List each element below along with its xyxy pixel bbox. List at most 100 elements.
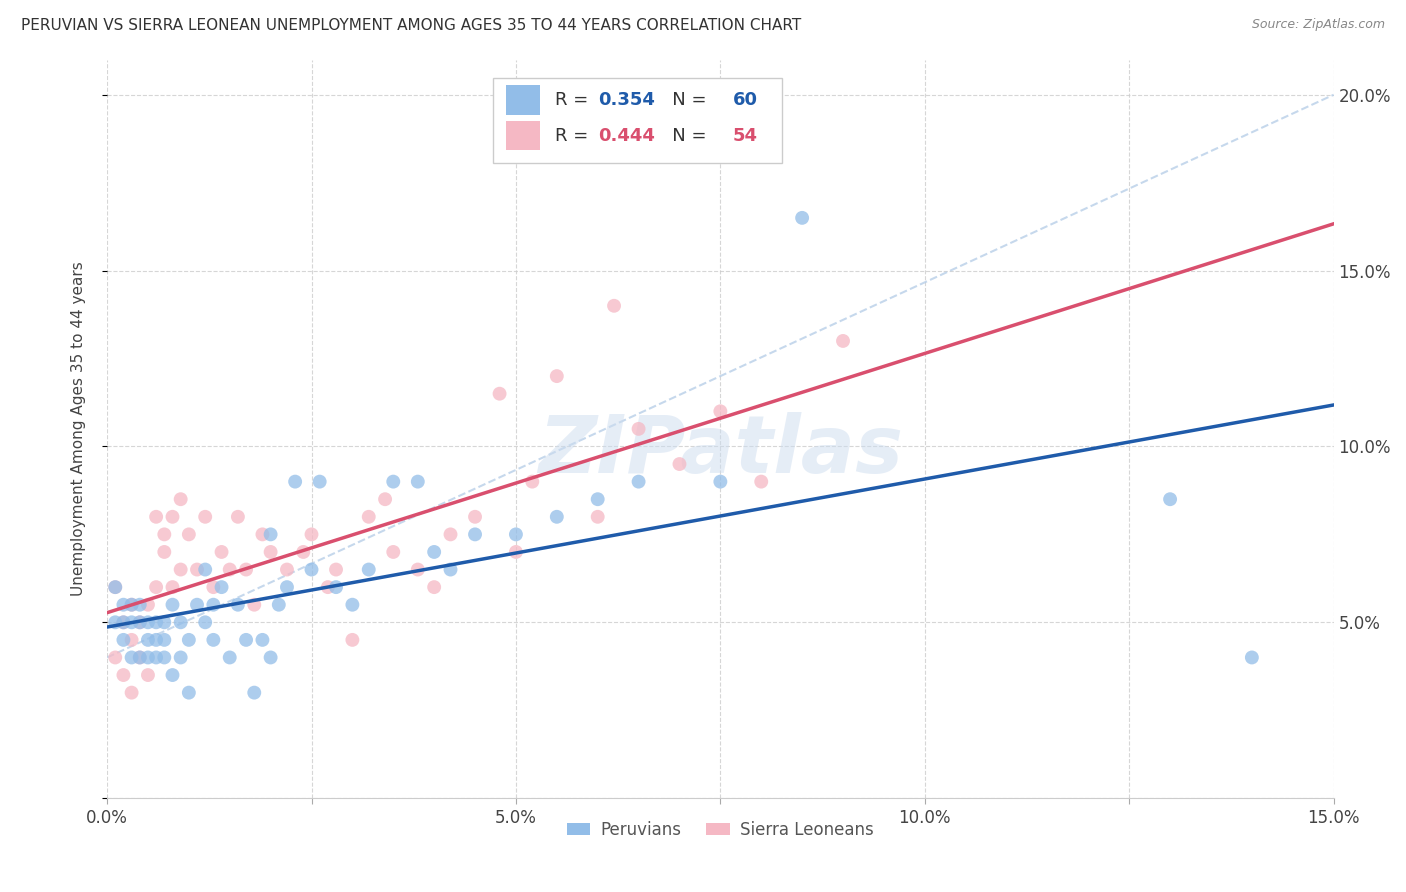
Point	[218, 650, 240, 665]
Point	[382, 545, 405, 559]
Point	[546, 369, 568, 384]
Point	[259, 527, 281, 541]
Point	[153, 650, 176, 665]
Point	[211, 580, 233, 594]
Point	[276, 580, 298, 594]
Point	[162, 580, 184, 594]
Point	[423, 580, 446, 594]
Point	[128, 650, 150, 665]
Point	[226, 598, 249, 612]
Point	[177, 685, 200, 699]
Point	[145, 580, 167, 594]
Point	[749, 475, 772, 489]
Point	[1240, 650, 1263, 665]
Text: 0.444: 0.444	[598, 127, 655, 145]
Text: 54: 54	[733, 127, 758, 145]
Point	[792, 211, 814, 225]
Point	[546, 509, 568, 524]
Point	[709, 475, 731, 489]
Point	[104, 580, 127, 594]
Point	[104, 650, 127, 665]
Point	[121, 685, 143, 699]
FancyBboxPatch shape	[494, 78, 782, 163]
Point	[202, 632, 225, 647]
Point	[211, 545, 233, 559]
Point	[522, 475, 544, 489]
Text: ZIPatlas: ZIPatlas	[538, 412, 903, 490]
Point	[145, 615, 167, 630]
Point	[342, 598, 364, 612]
Point	[202, 580, 225, 594]
Point	[586, 509, 609, 524]
Point	[406, 563, 429, 577]
Point	[301, 563, 323, 577]
Legend: Peruvians, Sierra Leoneans: Peruvians, Sierra Leoneans	[561, 814, 880, 846]
Point	[357, 509, 380, 524]
Text: R =: R =	[555, 91, 593, 109]
Point	[301, 527, 323, 541]
Point	[627, 475, 650, 489]
Point	[252, 527, 274, 541]
Point	[374, 492, 396, 507]
Point	[292, 545, 315, 559]
Point	[488, 386, 510, 401]
Point	[121, 598, 143, 612]
Point	[112, 668, 135, 682]
Point	[668, 457, 690, 471]
Point	[243, 685, 266, 699]
Point	[136, 598, 159, 612]
Point	[259, 650, 281, 665]
Point	[162, 509, 184, 524]
Point	[128, 615, 150, 630]
Point	[464, 509, 486, 524]
Text: R =: R =	[555, 127, 593, 145]
Point	[169, 615, 191, 630]
Text: PERUVIAN VS SIERRA LEONEAN UNEMPLOYMENT AMONG AGES 35 TO 44 YEARS CORRELATION CH: PERUVIAN VS SIERRA LEONEAN UNEMPLOYMENT …	[21, 18, 801, 33]
Point	[177, 527, 200, 541]
Point	[136, 650, 159, 665]
Point	[235, 563, 257, 577]
Point	[439, 527, 461, 541]
Point	[162, 668, 184, 682]
Point	[169, 492, 191, 507]
Point	[325, 580, 347, 594]
Point	[308, 475, 330, 489]
Point	[145, 509, 167, 524]
Point	[112, 632, 135, 647]
Point	[128, 598, 150, 612]
Point	[276, 563, 298, 577]
Point	[832, 334, 855, 348]
Y-axis label: Unemployment Among Ages 35 to 44 years: Unemployment Among Ages 35 to 44 years	[72, 261, 86, 596]
Point	[252, 632, 274, 647]
Point	[153, 615, 176, 630]
Point	[406, 475, 429, 489]
Point	[186, 598, 208, 612]
Point	[218, 563, 240, 577]
Point	[423, 545, 446, 559]
Point	[153, 527, 176, 541]
Text: N =: N =	[655, 91, 713, 109]
Point	[194, 563, 217, 577]
Point	[128, 615, 150, 630]
Point	[112, 615, 135, 630]
Point	[194, 615, 217, 630]
Point	[169, 650, 191, 665]
Point	[267, 598, 290, 612]
Point	[1159, 492, 1181, 507]
Point	[202, 598, 225, 612]
Point	[169, 563, 191, 577]
Point	[121, 615, 143, 630]
Point	[627, 422, 650, 436]
Text: N =: N =	[655, 127, 713, 145]
Point	[194, 509, 217, 524]
Point	[162, 598, 184, 612]
Point	[145, 650, 167, 665]
Point	[112, 615, 135, 630]
Text: 0.354: 0.354	[598, 91, 655, 109]
Point	[121, 632, 143, 647]
Point	[226, 509, 249, 524]
Point	[104, 615, 127, 630]
Point	[342, 632, 364, 647]
Point	[439, 563, 461, 577]
FancyBboxPatch shape	[506, 121, 540, 151]
